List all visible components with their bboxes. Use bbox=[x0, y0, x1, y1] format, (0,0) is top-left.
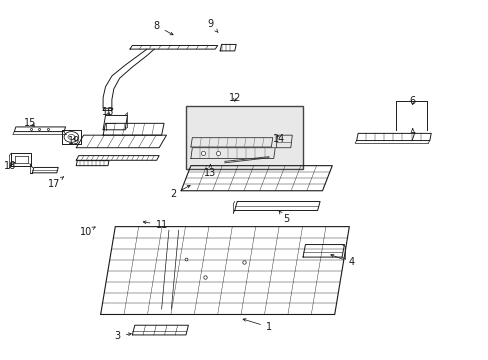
Text: 7: 7 bbox=[409, 129, 415, 142]
Text: 12: 12 bbox=[228, 93, 241, 103]
Text: 3: 3 bbox=[114, 331, 131, 341]
FancyBboxPatch shape bbox=[185, 107, 303, 169]
Text: 2: 2 bbox=[170, 185, 190, 199]
Text: 9: 9 bbox=[207, 19, 218, 32]
Text: 10: 10 bbox=[80, 227, 95, 237]
Text: 19: 19 bbox=[67, 136, 80, 145]
Text: 18: 18 bbox=[102, 107, 114, 117]
Text: 6: 6 bbox=[409, 96, 415, 106]
Text: 4: 4 bbox=[330, 255, 354, 267]
Text: 17: 17 bbox=[48, 177, 63, 189]
Text: 14: 14 bbox=[272, 134, 284, 144]
Text: 5: 5 bbox=[279, 211, 288, 224]
Text: 16: 16 bbox=[4, 161, 17, 171]
Text: 13: 13 bbox=[204, 165, 216, 178]
Text: 1: 1 bbox=[243, 319, 271, 332]
Text: 11: 11 bbox=[143, 220, 167, 230]
Text: 8: 8 bbox=[153, 21, 173, 35]
Text: 15: 15 bbox=[24, 118, 36, 128]
